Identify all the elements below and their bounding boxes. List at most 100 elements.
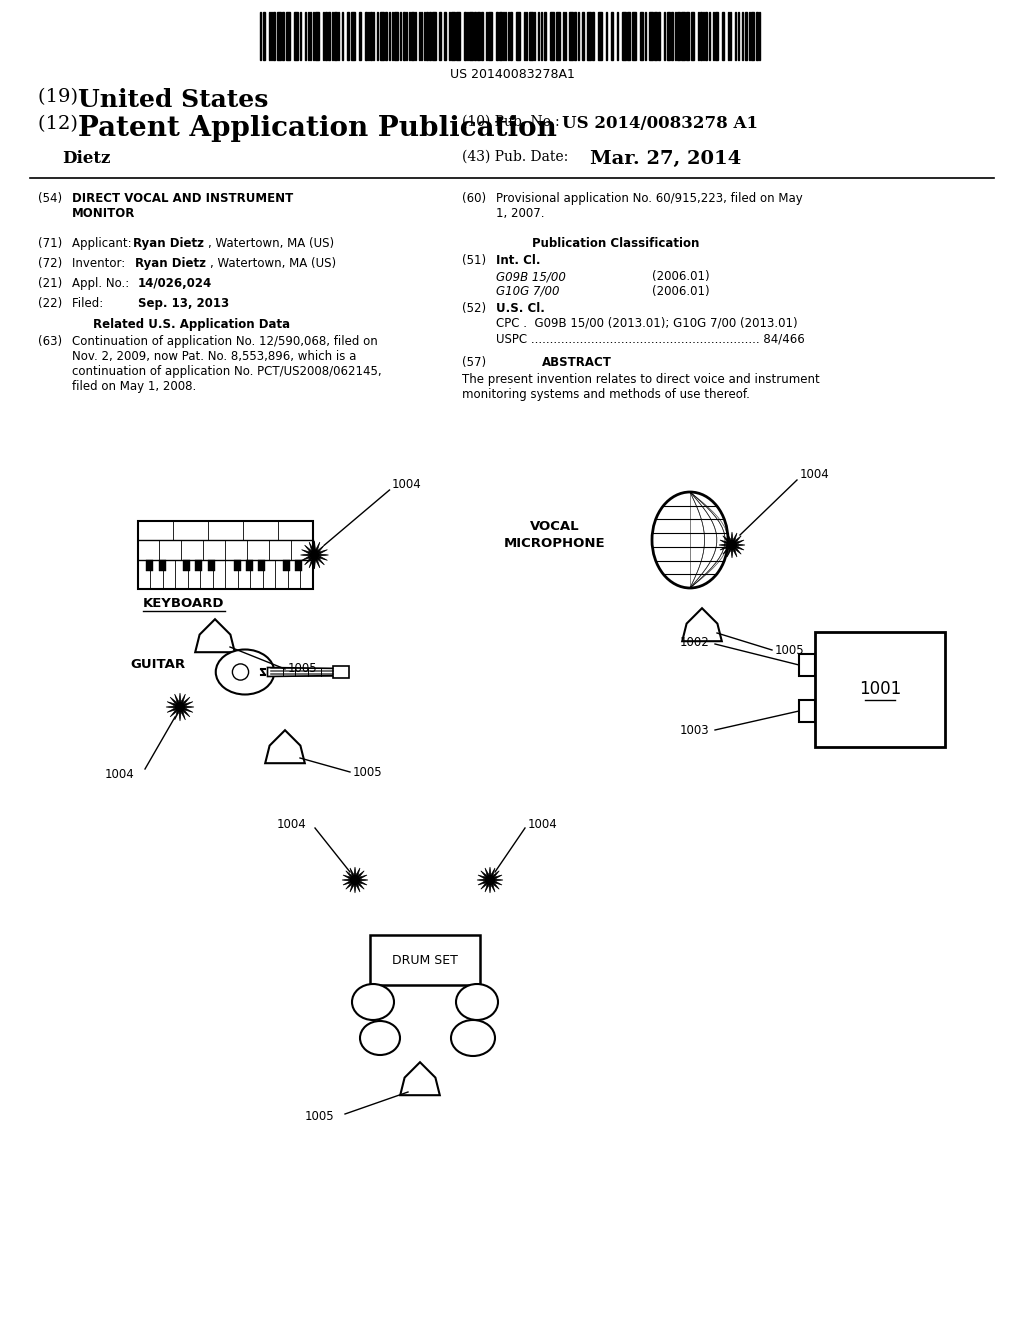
Bar	[597, 12, 601, 59]
Ellipse shape	[451, 1020, 495, 1056]
Text: The present invention relates to direct voice and instrument
monitoring systems : The present invention relates to direct …	[462, 374, 820, 401]
Bar	[384, 12, 387, 59]
Bar	[286, 12, 290, 59]
Bar	[654, 12, 656, 59]
Text: 1004: 1004	[800, 469, 829, 482]
Bar	[365, 12, 367, 59]
Bar	[799, 700, 815, 722]
Bar	[550, 12, 554, 59]
Text: G09B 15/00: G09B 15/00	[496, 271, 566, 282]
Text: Ryan Dietz: Ryan Dietz	[135, 257, 206, 271]
Bar	[411, 12, 414, 59]
Text: US 2014/0083278 A1: US 2014/0083278 A1	[562, 115, 758, 132]
Text: (19): (19)	[38, 88, 84, 106]
Polygon shape	[682, 609, 722, 642]
Bar	[499, 12, 502, 59]
Bar	[722, 12, 724, 59]
Bar	[196, 560, 203, 570]
Polygon shape	[300, 541, 329, 569]
Bar	[208, 560, 214, 570]
Bar	[438, 12, 441, 59]
Text: Patent Application Publication: Patent Application Publication	[78, 115, 557, 143]
Polygon shape	[400, 1063, 439, 1096]
Bar	[328, 12, 330, 59]
Bar	[510, 12, 512, 59]
Bar	[592, 12, 594, 59]
Text: United States: United States	[78, 88, 268, 112]
Text: VOCAL
MICROPHONE: VOCAL MICROPHONE	[504, 520, 606, 550]
Text: Ryan Dietz: Ryan Dietz	[133, 238, 204, 249]
Bar	[402, 12, 406, 59]
Text: (54): (54)	[38, 191, 62, 205]
Text: Provisional application No. 60/915,223, filed on May
1, 2007.: Provisional application No. 60/915,223, …	[496, 191, 803, 220]
Bar	[393, 12, 397, 59]
Bar	[370, 935, 480, 985]
Bar	[294, 12, 298, 59]
Bar	[529, 12, 534, 59]
Ellipse shape	[216, 649, 274, 694]
Text: 1004: 1004	[278, 817, 307, 830]
Bar	[640, 12, 642, 59]
Bar	[377, 12, 378, 59]
Bar	[713, 12, 714, 59]
Bar	[715, 12, 718, 59]
Text: 1005: 1005	[775, 644, 805, 656]
Text: (21): (21)	[38, 277, 62, 290]
Text: (52): (52)	[462, 302, 486, 315]
Text: (63): (63)	[38, 335, 62, 348]
Text: (71): (71)	[38, 238, 62, 249]
Bar	[474, 12, 475, 59]
Bar	[515, 12, 519, 59]
Bar	[562, 12, 564, 59]
Text: (2006.01): (2006.01)	[652, 271, 710, 282]
Bar	[388, 12, 390, 59]
Polygon shape	[719, 532, 745, 558]
Polygon shape	[477, 867, 503, 894]
Text: Dietz: Dietz	[62, 150, 111, 168]
Text: 1005: 1005	[353, 766, 383, 779]
Text: 1001: 1001	[859, 681, 901, 698]
Bar	[262, 12, 265, 59]
Bar	[751, 12, 754, 59]
Bar	[632, 12, 636, 59]
Ellipse shape	[652, 492, 728, 587]
Bar	[464, 12, 466, 59]
Bar	[137, 521, 312, 589]
Bar	[605, 12, 607, 59]
Bar	[456, 12, 460, 59]
Bar	[691, 12, 693, 59]
Bar	[282, 12, 284, 59]
Text: 1005: 1005	[288, 663, 317, 676]
Bar	[496, 12, 498, 59]
Text: 1004: 1004	[105, 768, 135, 781]
Bar	[477, 12, 479, 59]
Bar	[667, 12, 670, 59]
Bar	[159, 560, 166, 570]
Text: Inventor:: Inventor:	[72, 257, 133, 271]
Text: 1005: 1005	[305, 1110, 335, 1122]
Bar	[278, 12, 281, 59]
Bar	[737, 12, 739, 59]
Bar	[233, 560, 241, 570]
Text: Filed:: Filed:	[72, 297, 129, 310]
Text: G10G 7/00: G10G 7/00	[496, 285, 559, 298]
Bar	[309, 12, 311, 59]
Bar	[611, 12, 612, 59]
Bar	[295, 560, 302, 570]
Text: (51): (51)	[462, 253, 486, 267]
Text: DRUM SET: DRUM SET	[392, 953, 458, 966]
Bar	[283, 560, 290, 570]
Circle shape	[232, 664, 249, 680]
Bar	[815, 632, 945, 747]
Text: (60): (60)	[462, 191, 486, 205]
Bar	[573, 12, 575, 59]
Bar	[556, 12, 560, 59]
Bar	[432, 12, 436, 59]
Text: Related U.S. Application Data: Related U.S. Application Data	[93, 318, 290, 331]
Bar	[745, 12, 746, 59]
Polygon shape	[342, 867, 368, 894]
Text: USPC ............................................................. 84/466: USPC ...................................…	[496, 333, 805, 345]
Text: Continuation of application No. 12/590,068, filed on
Nov. 2, 2009, now Pat. No. : Continuation of application No. 12/590,0…	[72, 335, 382, 393]
Bar	[373, 12, 374, 59]
Bar	[332, 12, 333, 59]
